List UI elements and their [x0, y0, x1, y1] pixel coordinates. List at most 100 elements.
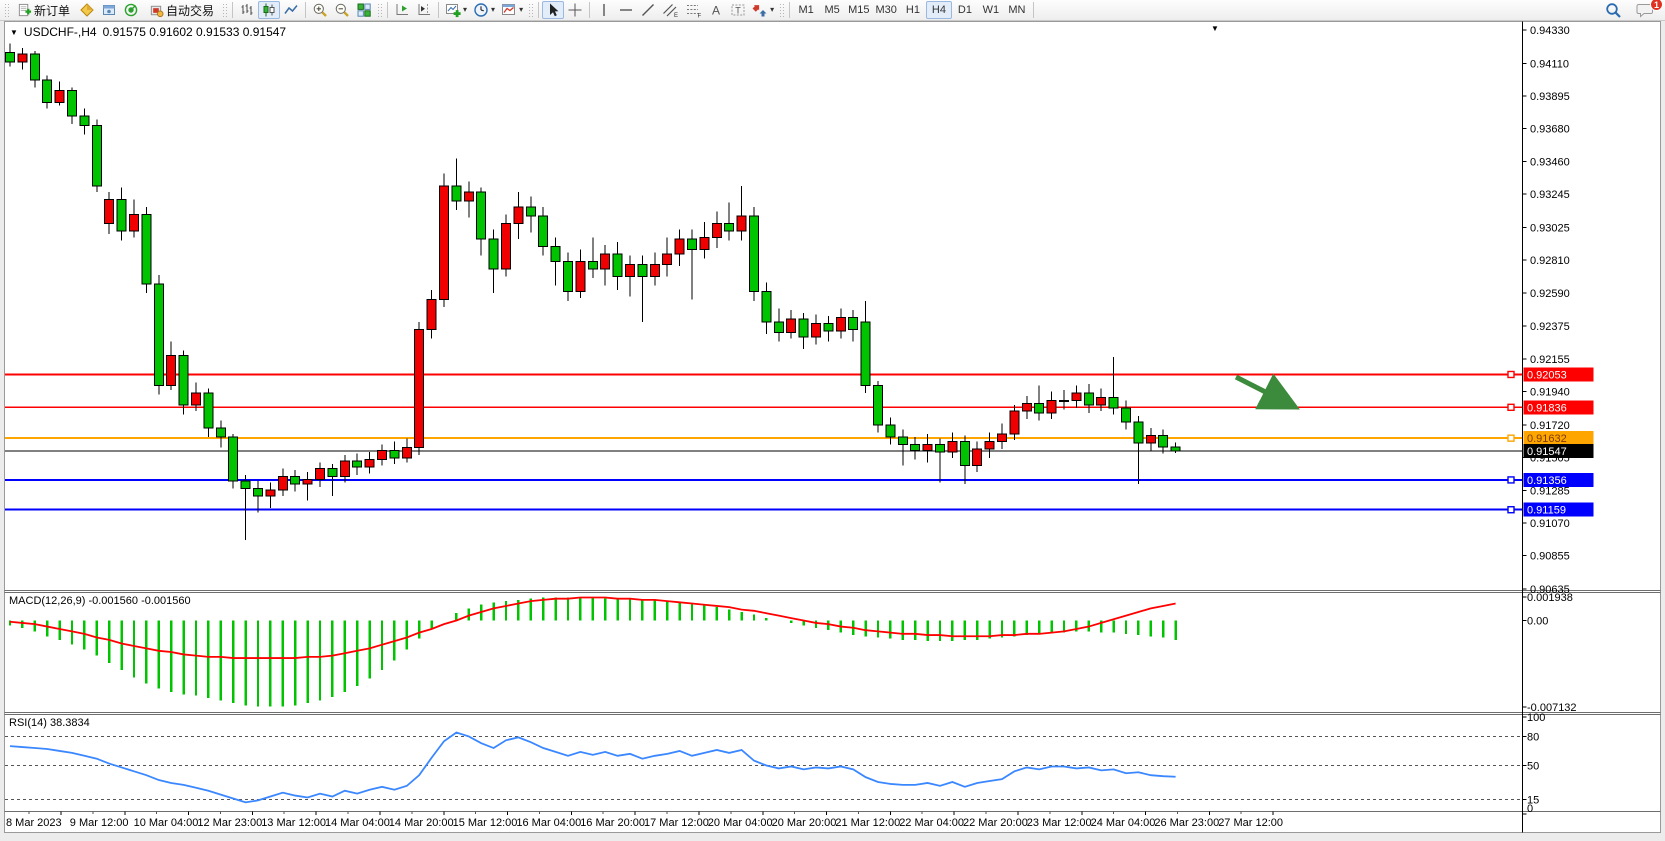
line-anchor-handle[interactable]	[1507, 370, 1515, 379]
candle-body	[600, 253, 611, 270]
candle-body	[736, 215, 747, 232]
date-tick-label: 16 Mar 20:00	[580, 817, 645, 829]
timeframe-mn-button[interactable]: MN	[1008, 4, 1026, 16]
candle-body	[203, 392, 214, 429]
date-tick-label: 21 Mar 12:00	[835, 817, 900, 829]
trendline-icon	[642, 4, 655, 16]
price-tick-label: 0.90635	[1530, 584, 1570, 596]
toolbar-grip[interactable]	[779, 2, 785, 18]
tile-windows-icon	[357, 3, 371, 17]
one-click-collapse-icon[interactable]: ▼	[1211, 24, 1219, 33]
macd-axis-label: 0.001938	[1527, 592, 1573, 604]
toolbar-grip[interactable]	[528, 2, 534, 18]
line-anchor-handle[interactable]	[1507, 476, 1515, 484]
candle-body	[389, 450, 400, 459]
expand-triangle-icon[interactable]: ▼	[10, 27, 18, 37]
fibonacci-button[interactable]: F	[682, 1, 705, 19]
search-button[interactable]	[1602, 1, 1625, 19]
candle-body	[860, 321, 871, 387]
price-tick-label: 0.91720	[1530, 420, 1570, 432]
date-tick-label: 17 Mar 12:00	[644, 817, 709, 829]
signal-button[interactable]	[120, 1, 142, 19]
bar-chart-button[interactable]	[236, 1, 258, 19]
timeframe-m30-button[interactable]: M30	[875, 4, 897, 16]
chevron-down-icon: ▾	[491, 5, 496, 14]
date-tick-label: 26 Mar 23:00	[1154, 817, 1219, 829]
chart-yellow-icon	[80, 3, 94, 17]
price-tag	[1523, 431, 1594, 446]
cursor-icon	[550, 3, 559, 17]
candle-body	[997, 433, 1007, 442]
tile-windows-button[interactable]	[353, 1, 375, 19]
rsi-axis-label: 100	[1527, 712, 1545, 724]
chart-shift-button[interactable]	[413, 1, 435, 19]
candle-body	[1158, 434, 1169, 448]
vertical-line-button[interactable]	[593, 1, 615, 19]
periods-button[interactable]: ▾	[470, 1, 498, 19]
rsi-indicator-label: RSI(14) 38.3834	[9, 717, 90, 729]
price-tag	[1523, 502, 1594, 517]
toolbar-grip[interactable]	[377, 2, 383, 18]
chart-window-button[interactable]	[76, 1, 98, 19]
toolbar-grip[interactable]	[222, 2, 228, 18]
candle-body	[575, 260, 586, 293]
timeframe-h4-button[interactable]: H4	[925, 1, 952, 19]
separator	[438, 2, 440, 18]
zoom-in-button[interactable]	[309, 1, 331, 19]
text-label-button[interactable]: T	[727, 1, 749, 19]
chart-title: ▼ USDCHF-,H4 0.91575 0.91602 0.91533 0.9…	[10, 25, 286, 39]
template-icon	[502, 4, 516, 15]
new-order-button[interactable]: 新订单	[11, 1, 76, 19]
line-anchor-handle[interactable]	[1507, 403, 1515, 412]
auto-scroll-button[interactable]	[391, 1, 413, 19]
new-order-doc-icon	[18, 3, 32, 16]
line-anchor-handle[interactable]	[1507, 434, 1515, 442]
candle-body	[587, 260, 598, 270]
crosshair-button[interactable]	[564, 1, 586, 19]
date-tick-label: 16 Mar 04:00	[516, 817, 581, 829]
text-icon: A	[712, 4, 720, 18]
candlestick-chart-button[interactable]	[258, 1, 281, 19]
timeframe-m5-button[interactable]: M5	[824, 4, 840, 16]
auto-trading-button[interactable]: 自动交易	[142, 1, 220, 19]
candle-body	[253, 487, 263, 497]
cursor-button[interactable]	[542, 1, 565, 19]
text-button[interactable]: A	[705, 1, 727, 19]
templates-button[interactable]: ▾	[498, 1, 526, 19]
timeframe-d1-button[interactable]: D1	[957, 4, 972, 16]
text-label-icon: T	[731, 4, 745, 16]
indicators-button[interactable]: ▾	[442, 1, 470, 19]
data-window-button[interactable]	[98, 1, 120, 19]
zoom-out-button[interactable]	[331, 1, 353, 19]
chat-button[interactable]: 1	[1633, 0, 1663, 19]
rsi-axis-label: 80	[1527, 731, 1539, 743]
timeframe-m15-button[interactable]: M15	[848, 4, 870, 16]
candle-body	[625, 263, 635, 278]
toolbar-grip[interactable]	[4, 2, 9, 18]
candle-body	[327, 468, 338, 477]
candle-body	[910, 444, 921, 452]
trend-arrow-annotation[interactable]	[1234, 373, 1300, 410]
indicators-icon	[446, 4, 461, 18]
chevron-down-icon: ▾	[770, 5, 775, 14]
timeframe-h1-button[interactable]: H1	[905, 4, 920, 16]
price-tick-label: 0.92375	[1530, 321, 1570, 333]
equidistant-channel-button[interactable]: E	[659, 1, 682, 19]
price-tag-label: 0.91632	[1527, 433, 1567, 445]
candle-body	[240, 480, 251, 489]
price-axis[interactable]: 0.94330 0.94110 0.93895 0.93680 0.93460 0.932…	[1522, 25, 1570, 596]
arrows-button[interactable]: ▾	[749, 1, 777, 19]
price-tag-label: 0.91159	[1527, 505, 1566, 517]
line-chart-button[interactable]	[280, 1, 302, 19]
line-anchor-handle[interactable]	[1507, 506, 1515, 514]
timeframe-m1-button[interactable]: M1	[798, 4, 814, 16]
timeframe-w1-button[interactable]: W1	[982, 4, 1000, 16]
trendline-button[interactable]	[637, 1, 659, 19]
chart-window-frame	[4, 21, 1661, 833]
candle-body	[1009, 410, 1020, 435]
candle-body	[749, 215, 759, 293]
horizontal-line-button[interactable]	[615, 1, 637, 19]
candle-body	[885, 424, 896, 438]
